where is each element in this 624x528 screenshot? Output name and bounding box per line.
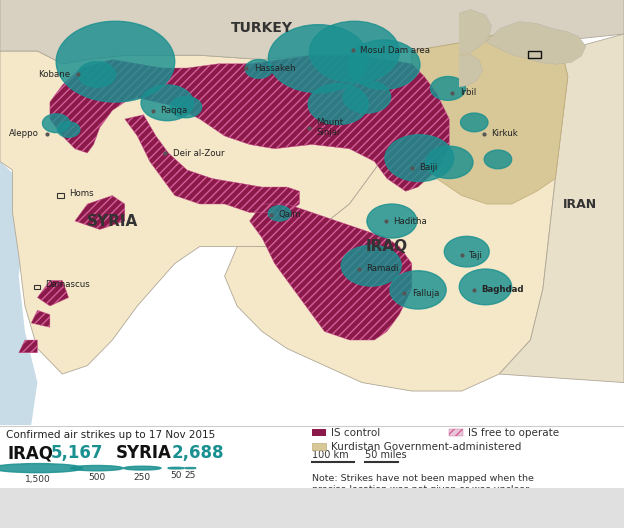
Text: Baiji: Baiji bbox=[419, 163, 437, 172]
Polygon shape bbox=[459, 54, 482, 87]
Text: 2,688: 2,688 bbox=[172, 444, 224, 462]
Text: 25: 25 bbox=[185, 471, 196, 480]
Text: IRAQ: IRAQ bbox=[366, 239, 408, 254]
Text: Kirkuk: Kirkuk bbox=[491, 129, 518, 138]
Bar bbox=[449, 429, 463, 437]
Text: 250: 250 bbox=[134, 473, 151, 482]
Text: BBC: BBC bbox=[590, 503, 614, 513]
Bar bbox=[527, 51, 541, 58]
Text: 5,167: 5,167 bbox=[51, 444, 104, 462]
Polygon shape bbox=[50, 55, 449, 191]
Circle shape bbox=[0, 464, 82, 473]
Bar bbox=[57, 193, 64, 197]
Circle shape bbox=[42, 114, 70, 133]
Bar bbox=[312, 443, 326, 450]
Text: Source: Institute for the Study of War, US Central Command (exclude French strik: Source: Institute for the Study of War, … bbox=[6, 504, 402, 513]
Text: IS free to operate: IS free to operate bbox=[468, 428, 559, 438]
Polygon shape bbox=[75, 195, 125, 230]
Circle shape bbox=[170, 97, 202, 118]
Text: Kobane: Kobane bbox=[39, 70, 71, 79]
Circle shape bbox=[431, 77, 466, 100]
Circle shape bbox=[367, 204, 417, 238]
Polygon shape bbox=[250, 204, 412, 340]
Circle shape bbox=[348, 40, 420, 89]
Circle shape bbox=[341, 245, 401, 286]
Text: 50 miles: 50 miles bbox=[365, 450, 407, 460]
Circle shape bbox=[310, 21, 399, 82]
Circle shape bbox=[268, 206, 291, 221]
Text: 1,500: 1,500 bbox=[24, 475, 51, 484]
Polygon shape bbox=[412, 34, 568, 204]
Text: Deir al-Zour: Deir al-Zour bbox=[173, 148, 225, 157]
Circle shape bbox=[57, 122, 80, 137]
Circle shape bbox=[308, 84, 368, 125]
Text: Note: Strikes have not been mapped when the
precise location was not given or wa: Note: Strikes have not been mapped when … bbox=[312, 475, 534, 494]
Polygon shape bbox=[225, 34, 568, 391]
Text: Haditha: Haditha bbox=[393, 216, 427, 225]
Text: Confirmed air strikes up to 17 Nov 2015: Confirmed air strikes up to 17 Nov 2015 bbox=[6, 430, 215, 440]
Circle shape bbox=[268, 25, 368, 92]
Polygon shape bbox=[499, 34, 624, 382]
Polygon shape bbox=[485, 22, 586, 64]
Text: 50: 50 bbox=[170, 472, 182, 480]
Circle shape bbox=[141, 85, 193, 121]
Circle shape bbox=[245, 60, 273, 78]
Text: Taji: Taji bbox=[469, 250, 483, 260]
Text: Kurdistan Government-administered: Kurdistan Government-administered bbox=[331, 441, 521, 451]
Circle shape bbox=[426, 146, 473, 178]
Text: Falluja: Falluja bbox=[412, 289, 439, 298]
Polygon shape bbox=[19, 340, 37, 353]
Circle shape bbox=[56, 21, 175, 102]
Text: Mount
Sinjar: Mount Sinjar bbox=[316, 118, 343, 137]
Text: Hassakeh: Hassakeh bbox=[254, 63, 296, 72]
Circle shape bbox=[385, 135, 454, 182]
Polygon shape bbox=[0, 162, 37, 425]
Circle shape bbox=[78, 62, 115, 87]
Circle shape bbox=[185, 468, 196, 469]
Text: IS control: IS control bbox=[331, 428, 380, 438]
Text: 500: 500 bbox=[88, 473, 105, 482]
Text: Ramadi: Ramadi bbox=[366, 264, 399, 273]
Text: Homs: Homs bbox=[69, 189, 93, 198]
Text: Qaim: Qaim bbox=[279, 210, 301, 219]
Circle shape bbox=[390, 271, 446, 309]
Circle shape bbox=[71, 466, 123, 471]
Circle shape bbox=[459, 269, 512, 305]
Text: IRAQ: IRAQ bbox=[7, 444, 54, 462]
Polygon shape bbox=[0, 51, 412, 374]
Circle shape bbox=[343, 81, 391, 113]
Text: Baghdad: Baghdad bbox=[482, 285, 524, 295]
Text: SYRIA: SYRIA bbox=[87, 213, 138, 229]
Polygon shape bbox=[459, 10, 492, 54]
Text: 100 km: 100 km bbox=[312, 450, 349, 460]
Text: SYRIA: SYRIA bbox=[115, 444, 172, 462]
Text: IRAN: IRAN bbox=[563, 197, 597, 211]
Polygon shape bbox=[0, 0, 624, 64]
Circle shape bbox=[124, 466, 161, 470]
Text: Damascus: Damascus bbox=[45, 280, 90, 289]
Text: Raqqa: Raqqa bbox=[160, 106, 188, 115]
Text: TURKEY: TURKEY bbox=[231, 21, 293, 35]
Bar bbox=[312, 429, 326, 437]
Text: Irbil: Irbil bbox=[460, 88, 476, 97]
Polygon shape bbox=[37, 280, 69, 306]
Text: Aleppo: Aleppo bbox=[9, 129, 39, 138]
Circle shape bbox=[461, 113, 488, 132]
Text: Mosul Dam area: Mosul Dam area bbox=[360, 45, 430, 55]
Bar bbox=[34, 285, 40, 289]
Circle shape bbox=[168, 467, 184, 469]
Polygon shape bbox=[125, 115, 300, 212]
Circle shape bbox=[484, 150, 512, 169]
Circle shape bbox=[444, 237, 489, 267]
Polygon shape bbox=[31, 310, 50, 327]
